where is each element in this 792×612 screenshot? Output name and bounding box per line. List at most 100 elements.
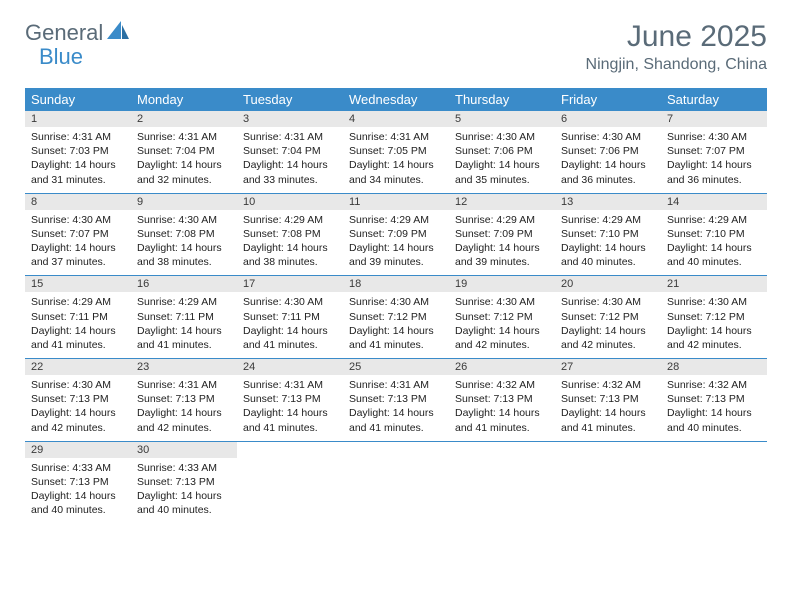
logo-sail-icon <box>107 21 129 46</box>
day-number: 9 <box>131 194 237 210</box>
weekday-header: Thursday <box>449 88 555 111</box>
weekday-header: Saturday <box>661 88 767 111</box>
day-content: Sunrise: 4:30 AMSunset: 7:12 PMDaylight:… <box>449 292 555 358</box>
day-content: Sunrise: 4:31 AMSunset: 7:04 PMDaylight:… <box>237 127 343 193</box>
day-number: 3 <box>237 111 343 127</box>
day-number: 28 <box>661 359 767 375</box>
calendar-cell <box>661 441 767 523</box>
day-content: Sunrise: 4:30 AMSunset: 7:13 PMDaylight:… <box>25 375 131 441</box>
day-number: 30 <box>131 442 237 458</box>
calendar-cell: 18Sunrise: 4:30 AMSunset: 7:12 PMDayligh… <box>343 276 449 359</box>
calendar-cell <box>555 441 661 523</box>
day-content: Sunrise: 4:30 AMSunset: 7:12 PMDaylight:… <box>661 292 767 358</box>
calendar-cell: 20Sunrise: 4:30 AMSunset: 7:12 PMDayligh… <box>555 276 661 359</box>
day-content: Sunrise: 4:29 AMSunset: 7:11 PMDaylight:… <box>131 292 237 358</box>
day-number: 22 <box>25 359 131 375</box>
calendar-table: SundayMondayTuesdayWednesdayThursdayFrid… <box>25 88 767 523</box>
day-number: 29 <box>25 442 131 458</box>
day-content: Sunrise: 4:31 AMSunset: 7:13 PMDaylight:… <box>343 375 449 441</box>
day-content: Sunrise: 4:30 AMSunset: 7:06 PMDaylight:… <box>449 127 555 193</box>
day-number: 19 <box>449 276 555 292</box>
day-content: Sunrise: 4:31 AMSunset: 7:03 PMDaylight:… <box>25 127 131 193</box>
calendar-cell: 11Sunrise: 4:29 AMSunset: 7:09 PMDayligh… <box>343 193 449 276</box>
calendar-cell: 30Sunrise: 4:33 AMSunset: 7:13 PMDayligh… <box>131 441 237 523</box>
day-content: Sunrise: 4:29 AMSunset: 7:11 PMDaylight:… <box>25 292 131 358</box>
day-number: 24 <box>237 359 343 375</box>
calendar-cell: 7Sunrise: 4:30 AMSunset: 7:07 PMDaylight… <box>661 111 767 193</box>
calendar-cell: 17Sunrise: 4:30 AMSunset: 7:11 PMDayligh… <box>237 276 343 359</box>
logo: General <box>25 20 131 46</box>
day-number: 17 <box>237 276 343 292</box>
day-number: 21 <box>661 276 767 292</box>
day-content: Sunrise: 4:30 AMSunset: 7:08 PMDaylight:… <box>131 210 237 276</box>
day-content: Sunrise: 4:30 AMSunset: 7:06 PMDaylight:… <box>555 127 661 193</box>
day-content: Sunrise: 4:30 AMSunset: 7:11 PMDaylight:… <box>237 292 343 358</box>
page-title: June 2025 <box>586 20 767 54</box>
day-number: 12 <box>449 194 555 210</box>
calendar-cell: 5Sunrise: 4:30 AMSunset: 7:06 PMDaylight… <box>449 111 555 193</box>
weekday-header: Friday <box>555 88 661 111</box>
day-number: 11 <box>343 194 449 210</box>
day-number: 2 <box>131 111 237 127</box>
weekday-header: Monday <box>131 88 237 111</box>
day-number: 14 <box>661 194 767 210</box>
calendar-cell: 14Sunrise: 4:29 AMSunset: 7:10 PMDayligh… <box>661 193 767 276</box>
day-content: Sunrise: 4:30 AMSunset: 7:12 PMDaylight:… <box>555 292 661 358</box>
calendar-cell: 29Sunrise: 4:33 AMSunset: 7:13 PMDayligh… <box>25 441 131 523</box>
day-content: Sunrise: 4:31 AMSunset: 7:13 PMDaylight:… <box>237 375 343 441</box>
calendar-cell: 10Sunrise: 4:29 AMSunset: 7:08 PMDayligh… <box>237 193 343 276</box>
weekday-header-row: SundayMondayTuesdayWednesdayThursdayFrid… <box>25 88 767 111</box>
calendar-row: 29Sunrise: 4:33 AMSunset: 7:13 PMDayligh… <box>25 441 767 523</box>
weekday-header: Sunday <box>25 88 131 111</box>
day-content: Sunrise: 4:29 AMSunset: 7:10 PMDaylight:… <box>555 210 661 276</box>
day-content: Sunrise: 4:31 AMSunset: 7:05 PMDaylight:… <box>343 127 449 193</box>
weekday-header: Tuesday <box>237 88 343 111</box>
calendar-cell: 4Sunrise: 4:31 AMSunset: 7:05 PMDaylight… <box>343 111 449 193</box>
day-number: 10 <box>237 194 343 210</box>
calendar-cell: 24Sunrise: 4:31 AMSunset: 7:13 PMDayligh… <box>237 359 343 442</box>
day-number: 7 <box>661 111 767 127</box>
calendar-cell: 27Sunrise: 4:32 AMSunset: 7:13 PMDayligh… <box>555 359 661 442</box>
calendar-cell: 26Sunrise: 4:32 AMSunset: 7:13 PMDayligh… <box>449 359 555 442</box>
calendar-cell <box>449 441 555 523</box>
day-content: Sunrise: 4:30 AMSunset: 7:12 PMDaylight:… <box>343 292 449 358</box>
calendar-row: 1Sunrise: 4:31 AMSunset: 7:03 PMDaylight… <box>25 111 767 193</box>
calendar-cell: 2Sunrise: 4:31 AMSunset: 7:04 PMDaylight… <box>131 111 237 193</box>
logo-text-blue: Blue <box>39 44 83 70</box>
calendar-row: 8Sunrise: 4:30 AMSunset: 7:07 PMDaylight… <box>25 193 767 276</box>
location-text: Ningjin, Shandong, China <box>586 56 767 74</box>
day-number: 25 <box>343 359 449 375</box>
day-number: 6 <box>555 111 661 127</box>
day-number: 1 <box>25 111 131 127</box>
day-number: 4 <box>343 111 449 127</box>
day-number: 5 <box>449 111 555 127</box>
day-content: Sunrise: 4:32 AMSunset: 7:13 PMDaylight:… <box>555 375 661 441</box>
calendar-cell: 22Sunrise: 4:30 AMSunset: 7:13 PMDayligh… <box>25 359 131 442</box>
day-content: Sunrise: 4:33 AMSunset: 7:13 PMDaylight:… <box>25 458 131 524</box>
calendar-row: 15Sunrise: 4:29 AMSunset: 7:11 PMDayligh… <box>25 276 767 359</box>
day-content: Sunrise: 4:29 AMSunset: 7:08 PMDaylight:… <box>237 210 343 276</box>
day-content: Sunrise: 4:29 AMSunset: 7:09 PMDaylight:… <box>449 210 555 276</box>
calendar-cell: 3Sunrise: 4:31 AMSunset: 7:04 PMDaylight… <box>237 111 343 193</box>
day-content: Sunrise: 4:30 AMSunset: 7:07 PMDaylight:… <box>661 127 767 193</box>
day-number: 13 <box>555 194 661 210</box>
day-number: 18 <box>343 276 449 292</box>
calendar-cell: 15Sunrise: 4:29 AMSunset: 7:11 PMDayligh… <box>25 276 131 359</box>
calendar-cell: 23Sunrise: 4:31 AMSunset: 7:13 PMDayligh… <box>131 359 237 442</box>
calendar-cell: 21Sunrise: 4:30 AMSunset: 7:12 PMDayligh… <box>661 276 767 359</box>
logo-text-general: General <box>25 20 103 46</box>
calendar-cell: 28Sunrise: 4:32 AMSunset: 7:13 PMDayligh… <box>661 359 767 442</box>
calendar-cell: 13Sunrise: 4:29 AMSunset: 7:10 PMDayligh… <box>555 193 661 276</box>
day-content: Sunrise: 4:32 AMSunset: 7:13 PMDaylight:… <box>661 375 767 441</box>
day-number: 27 <box>555 359 661 375</box>
calendar-row: 22Sunrise: 4:30 AMSunset: 7:13 PMDayligh… <box>25 359 767 442</box>
day-number: 8 <box>25 194 131 210</box>
day-number: 20 <box>555 276 661 292</box>
day-number: 26 <box>449 359 555 375</box>
day-content: Sunrise: 4:29 AMSunset: 7:10 PMDaylight:… <box>661 210 767 276</box>
calendar-cell: 12Sunrise: 4:29 AMSunset: 7:09 PMDayligh… <box>449 193 555 276</box>
calendar-cell: 6Sunrise: 4:30 AMSunset: 7:06 PMDaylight… <box>555 111 661 193</box>
day-content: Sunrise: 4:32 AMSunset: 7:13 PMDaylight:… <box>449 375 555 441</box>
calendar-cell: 8Sunrise: 4:30 AMSunset: 7:07 PMDaylight… <box>25 193 131 276</box>
calendar-cell <box>237 441 343 523</box>
